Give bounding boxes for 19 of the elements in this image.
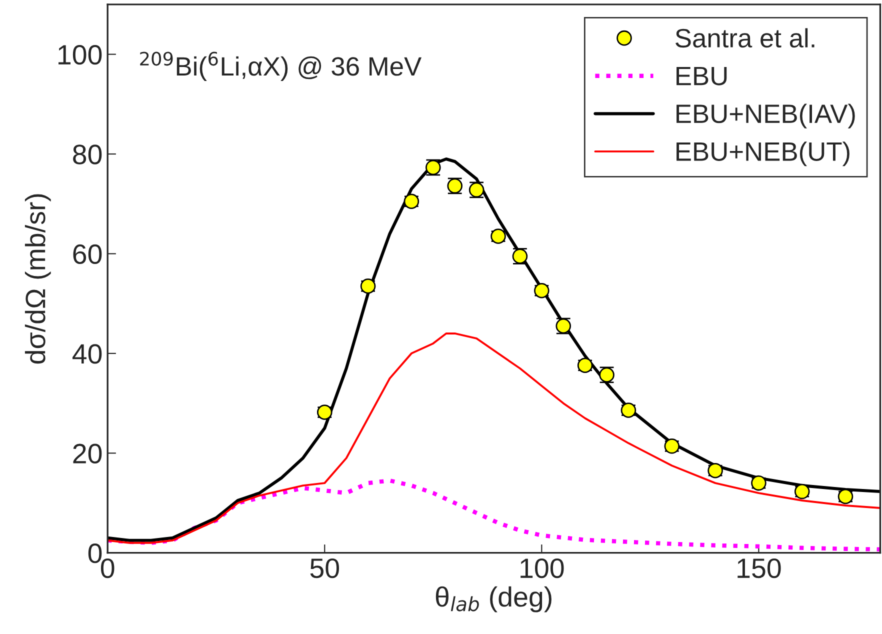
x-axis-title: θ$_{lab}$ (deg) (436, 586, 552, 612)
legend-label: EBU+NEB(UT) (676, 142, 850, 166)
y-axis-title: dσ/dΩ (mb/sr) (24, 194, 51, 364)
x-tick-label: 0 (100, 558, 114, 578)
annotation: $^{209}$Bi($^{6}$Li,αX) @ 36 MeV (140, 52, 422, 81)
y-tick-label: 0 (88, 544, 102, 564)
legend-label: EBU+NEB(IAV) (676, 104, 855, 128)
y-tick-label: 100 (58, 44, 102, 65)
y-tick-label: 40 (72, 344, 102, 364)
y-tick-label: 60 (73, 244, 102, 264)
line-series (108, 478, 880, 552)
x-tick-label: 150 (738, 558, 781, 578)
x-tick-label: 50 (310, 558, 339, 578)
y-tick-label: 80 (73, 144, 102, 164)
y-tick-label: 20 (73, 444, 102, 464)
x-tick-label: 100 (520, 558, 564, 578)
legend-label: EBU (676, 66, 727, 86)
line-series (108, 332, 880, 544)
legend-label: Santra et al. (676, 28, 814, 48)
